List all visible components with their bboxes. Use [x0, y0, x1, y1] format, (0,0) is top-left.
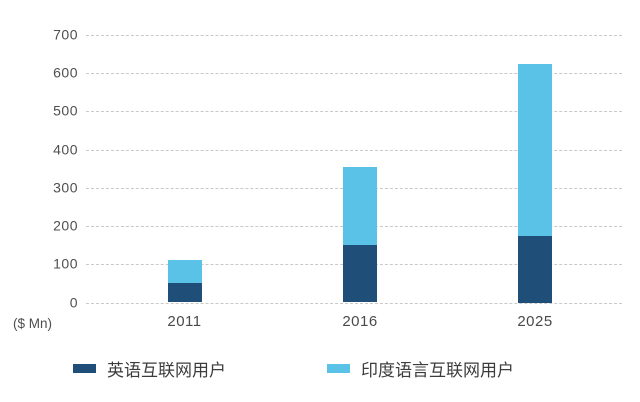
x-tick-label-2011: 2011	[167, 313, 202, 330]
gridline-400	[86, 149, 622, 151]
legend-item-1: 印度语言互联网用户	[327, 356, 514, 380]
y-tick-label-200: 200	[53, 217, 78, 234]
legend-label-0: 英语互联网用户	[107, 360, 226, 380]
axis-unit-label: ($ Mn)	[13, 316, 53, 331]
legend: 英语互联网用户 印度语言互联网用户	[0, 356, 640, 384]
x-tick-label-2025: 2025	[517, 313, 553, 330]
bar-segment-2025-series1	[518, 63, 552, 236]
gridline-500	[86, 111, 622, 113]
gridline-600	[86, 73, 622, 75]
bar-segment-2016-series0	[343, 245, 377, 303]
y-tick-label-300: 300	[53, 179, 78, 196]
y-tick-label-600: 600	[53, 64, 78, 81]
gridline-700	[86, 35, 622, 36]
x-tick-label-2016: 2016	[342, 313, 378, 330]
legend-item-0: 英语互联网用户	[73, 356, 226, 380]
y-tick-label-500: 500	[53, 103, 78, 120]
bar-segment-2016-series1	[343, 166, 377, 246]
y-tick-label-400: 400	[53, 141, 78, 158]
y-tick-label-700: 700	[53, 26, 78, 43]
legend-label-1: 印度语言互联网用户	[361, 360, 514, 380]
y-tick-label-100: 100	[53, 255, 78, 272]
bar-segment-2025-series0	[518, 235, 552, 303]
legend-swatch-icon	[327, 363, 350, 373]
bar-segment-2011-series1	[167, 260, 202, 284]
gridline-0	[86, 302, 622, 304]
y-tick-label-0: 0	[69, 294, 78, 311]
bar-segment-2011-series0	[167, 283, 202, 303]
legend-swatch-icon	[73, 363, 96, 373]
